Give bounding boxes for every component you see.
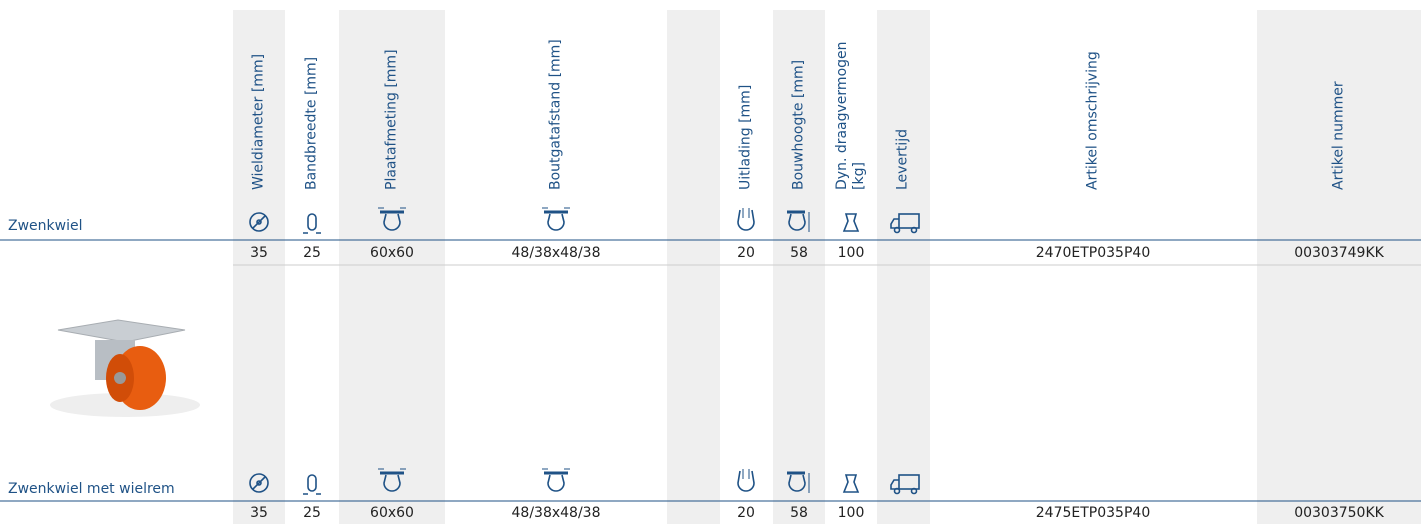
cell-value: 35 [250,245,268,261]
cell-value: 58 [790,505,808,521]
cell-value: 20 [737,505,755,521]
column-header: Wieldiameter [mm] [250,53,267,190]
cell-value: 60x60 [370,245,414,261]
cell-value: 25 [303,245,321,261]
column-header: Uitlading [mm] [737,84,754,190]
row-label: Zwenkwiel met wielrem [8,481,175,497]
cell-value: 48/38x48/38 [511,245,601,261]
cell-value: 60x60 [370,505,414,521]
cell-value: 00303749KK [1294,245,1384,261]
product-image [50,319,200,417]
column-bands [233,10,1421,524]
cell-value: 25 [303,505,321,521]
cell-value: 100 [837,245,865,261]
cell-value: 35 [250,505,268,521]
column-header: Artikel nummer [1330,81,1347,190]
cell-value: 2475ETP035P40 [1035,505,1151,521]
cell-value: 2470ETP035P40 [1035,245,1151,261]
cell-value: 48/38x48/38 [511,505,601,521]
column-header: Bouwhoogte [mm] [790,59,807,190]
column-header: Dyn. draagvermogen [kg] [834,41,867,190]
cell-value: 100 [837,505,865,521]
column-header: Bandbreedte [mm] [303,56,320,190]
column-header: Plaatafmeting [mm] [383,49,400,190]
cell-value: 20 [737,245,755,261]
column-header: Levertijd [894,129,911,190]
column-header: Artikel omschrijving [1084,51,1101,190]
row-label: Zwenkwiel [8,218,83,234]
cell-value: 58 [790,245,808,261]
cell-value: 00303750KK [1294,505,1384,521]
column-header: Boutgatafstand [mm] [547,39,564,190]
